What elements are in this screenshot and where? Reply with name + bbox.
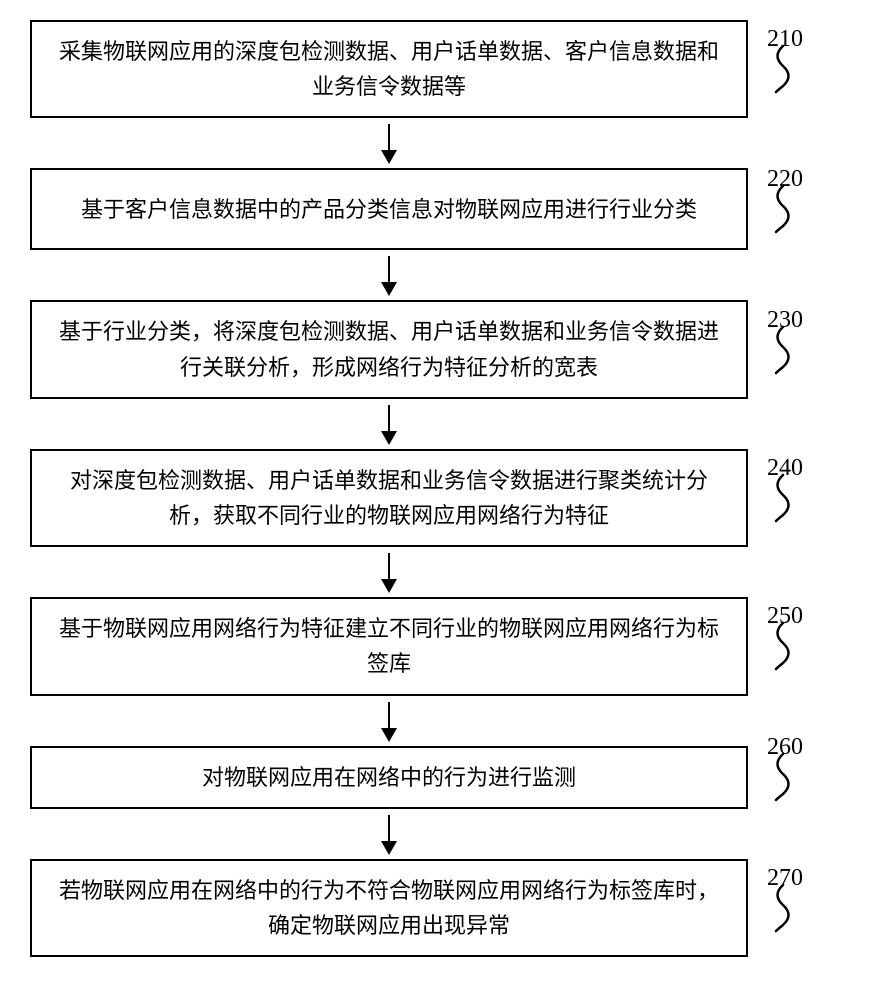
flow-step-230: 基于行业分类，将深度包检测数据、用户话单数据和业务信令数据进行关联分析，形成网络… — [0, 300, 875, 398]
flow-box-text: 采集物联网应用的深度包检测数据、用户话单数据、客户信息数据和业务信令数据等 — [52, 34, 726, 104]
step-label-connector: 260 — [768, 752, 798, 802]
flow-box: 对物联网应用在网络中的行为进行监测 — [30, 746, 748, 809]
flow-box: 基于物联网应用网络行为特征建立不同行业的物联网应用网络行为标签库 — [30, 597, 748, 695]
flow-box-text: 对物联网应用在网络中的行为进行监测 — [202, 760, 576, 795]
flow-box: 基于行业分类，将深度包检测数据、用户话单数据和业务信令数据进行关联分析，形成网络… — [30, 300, 748, 398]
flow-box-text: 基于客户信息数据中的产品分类信息对物联网应用进行行业分类 — [81, 192, 697, 227]
flow-arrow — [30, 547, 748, 597]
flowchart-container: 采集物联网应用的深度包检测数据、用户话单数据、客户信息数据和业务信令数据等 210… — [0, 0, 875, 1000]
flow-step-250: 基于物联网应用网络行为特征建立不同行业的物联网应用网络行为标签库 250 — [0, 597, 875, 695]
flow-step-220: 基于客户信息数据中的产品分类信息对物联网应用进行行业分类 220 — [0, 168, 875, 250]
flow-box: 对深度包检测数据、用户话单数据和业务信令数据进行聚类统计分析，获取不同行业的物联… — [30, 449, 748, 547]
flow-step-210: 采集物联网应用的深度包检测数据、用户话单数据、客户信息数据和业务信令数据等 210 — [0, 20, 875, 118]
step-label: 240 — [767, 455, 803, 482]
step-label: 250 — [767, 603, 803, 630]
flow-box: 若物联网应用在网络中的行为不符合物联网应用网络行为标签库时，确定物联网应用出现异… — [30, 859, 748, 957]
flow-arrow — [30, 250, 748, 300]
step-label-connector: 220 — [768, 184, 798, 234]
step-label-connector: 230 — [768, 325, 798, 375]
flow-arrow — [30, 809, 748, 859]
step-label: 220 — [767, 166, 803, 193]
step-label-connector: 250 — [768, 621, 798, 671]
step-label-connector: 240 — [768, 473, 798, 523]
flow-step-240: 对深度包检测数据、用户话单数据和业务信令数据进行聚类统计分析，获取不同行业的物联… — [0, 449, 875, 547]
step-label-connector: 210 — [768, 44, 798, 94]
flow-step-260: 对物联网应用在网络中的行为进行监测 260 — [0, 746, 875, 809]
flow-box-text: 若物联网应用在网络中的行为不符合物联网应用网络行为标签库时，确定物联网应用出现异… — [52, 873, 726, 943]
flow-box-text: 基于物联网应用网络行为特征建立不同行业的物联网应用网络行为标签库 — [52, 611, 726, 681]
step-label: 210 — [767, 26, 803, 53]
flow-arrow — [30, 399, 748, 449]
flow-box: 基于客户信息数据中的产品分类信息对物联网应用进行行业分类 — [30, 168, 748, 250]
flow-arrow — [30, 118, 748, 168]
flow-step-270: 若物联网应用在网络中的行为不符合物联网应用网络行为标签库时，确定物联网应用出现异… — [0, 859, 875, 957]
flow-box-text: 对深度包检测数据、用户话单数据和业务信令数据进行聚类统计分析，获取不同行业的物联… — [52, 463, 726, 533]
step-label: 260 — [767, 734, 803, 761]
step-label: 270 — [767, 865, 803, 892]
step-label-connector: 270 — [768, 883, 798, 933]
flow-box-text: 基于行业分类，将深度包检测数据、用户话单数据和业务信令数据进行关联分析，形成网络… — [52, 314, 726, 384]
flow-arrow — [30, 696, 748, 746]
step-label: 230 — [767, 307, 803, 334]
flow-box: 采集物联网应用的深度包检测数据、用户话单数据、客户信息数据和业务信令数据等 — [30, 20, 748, 118]
